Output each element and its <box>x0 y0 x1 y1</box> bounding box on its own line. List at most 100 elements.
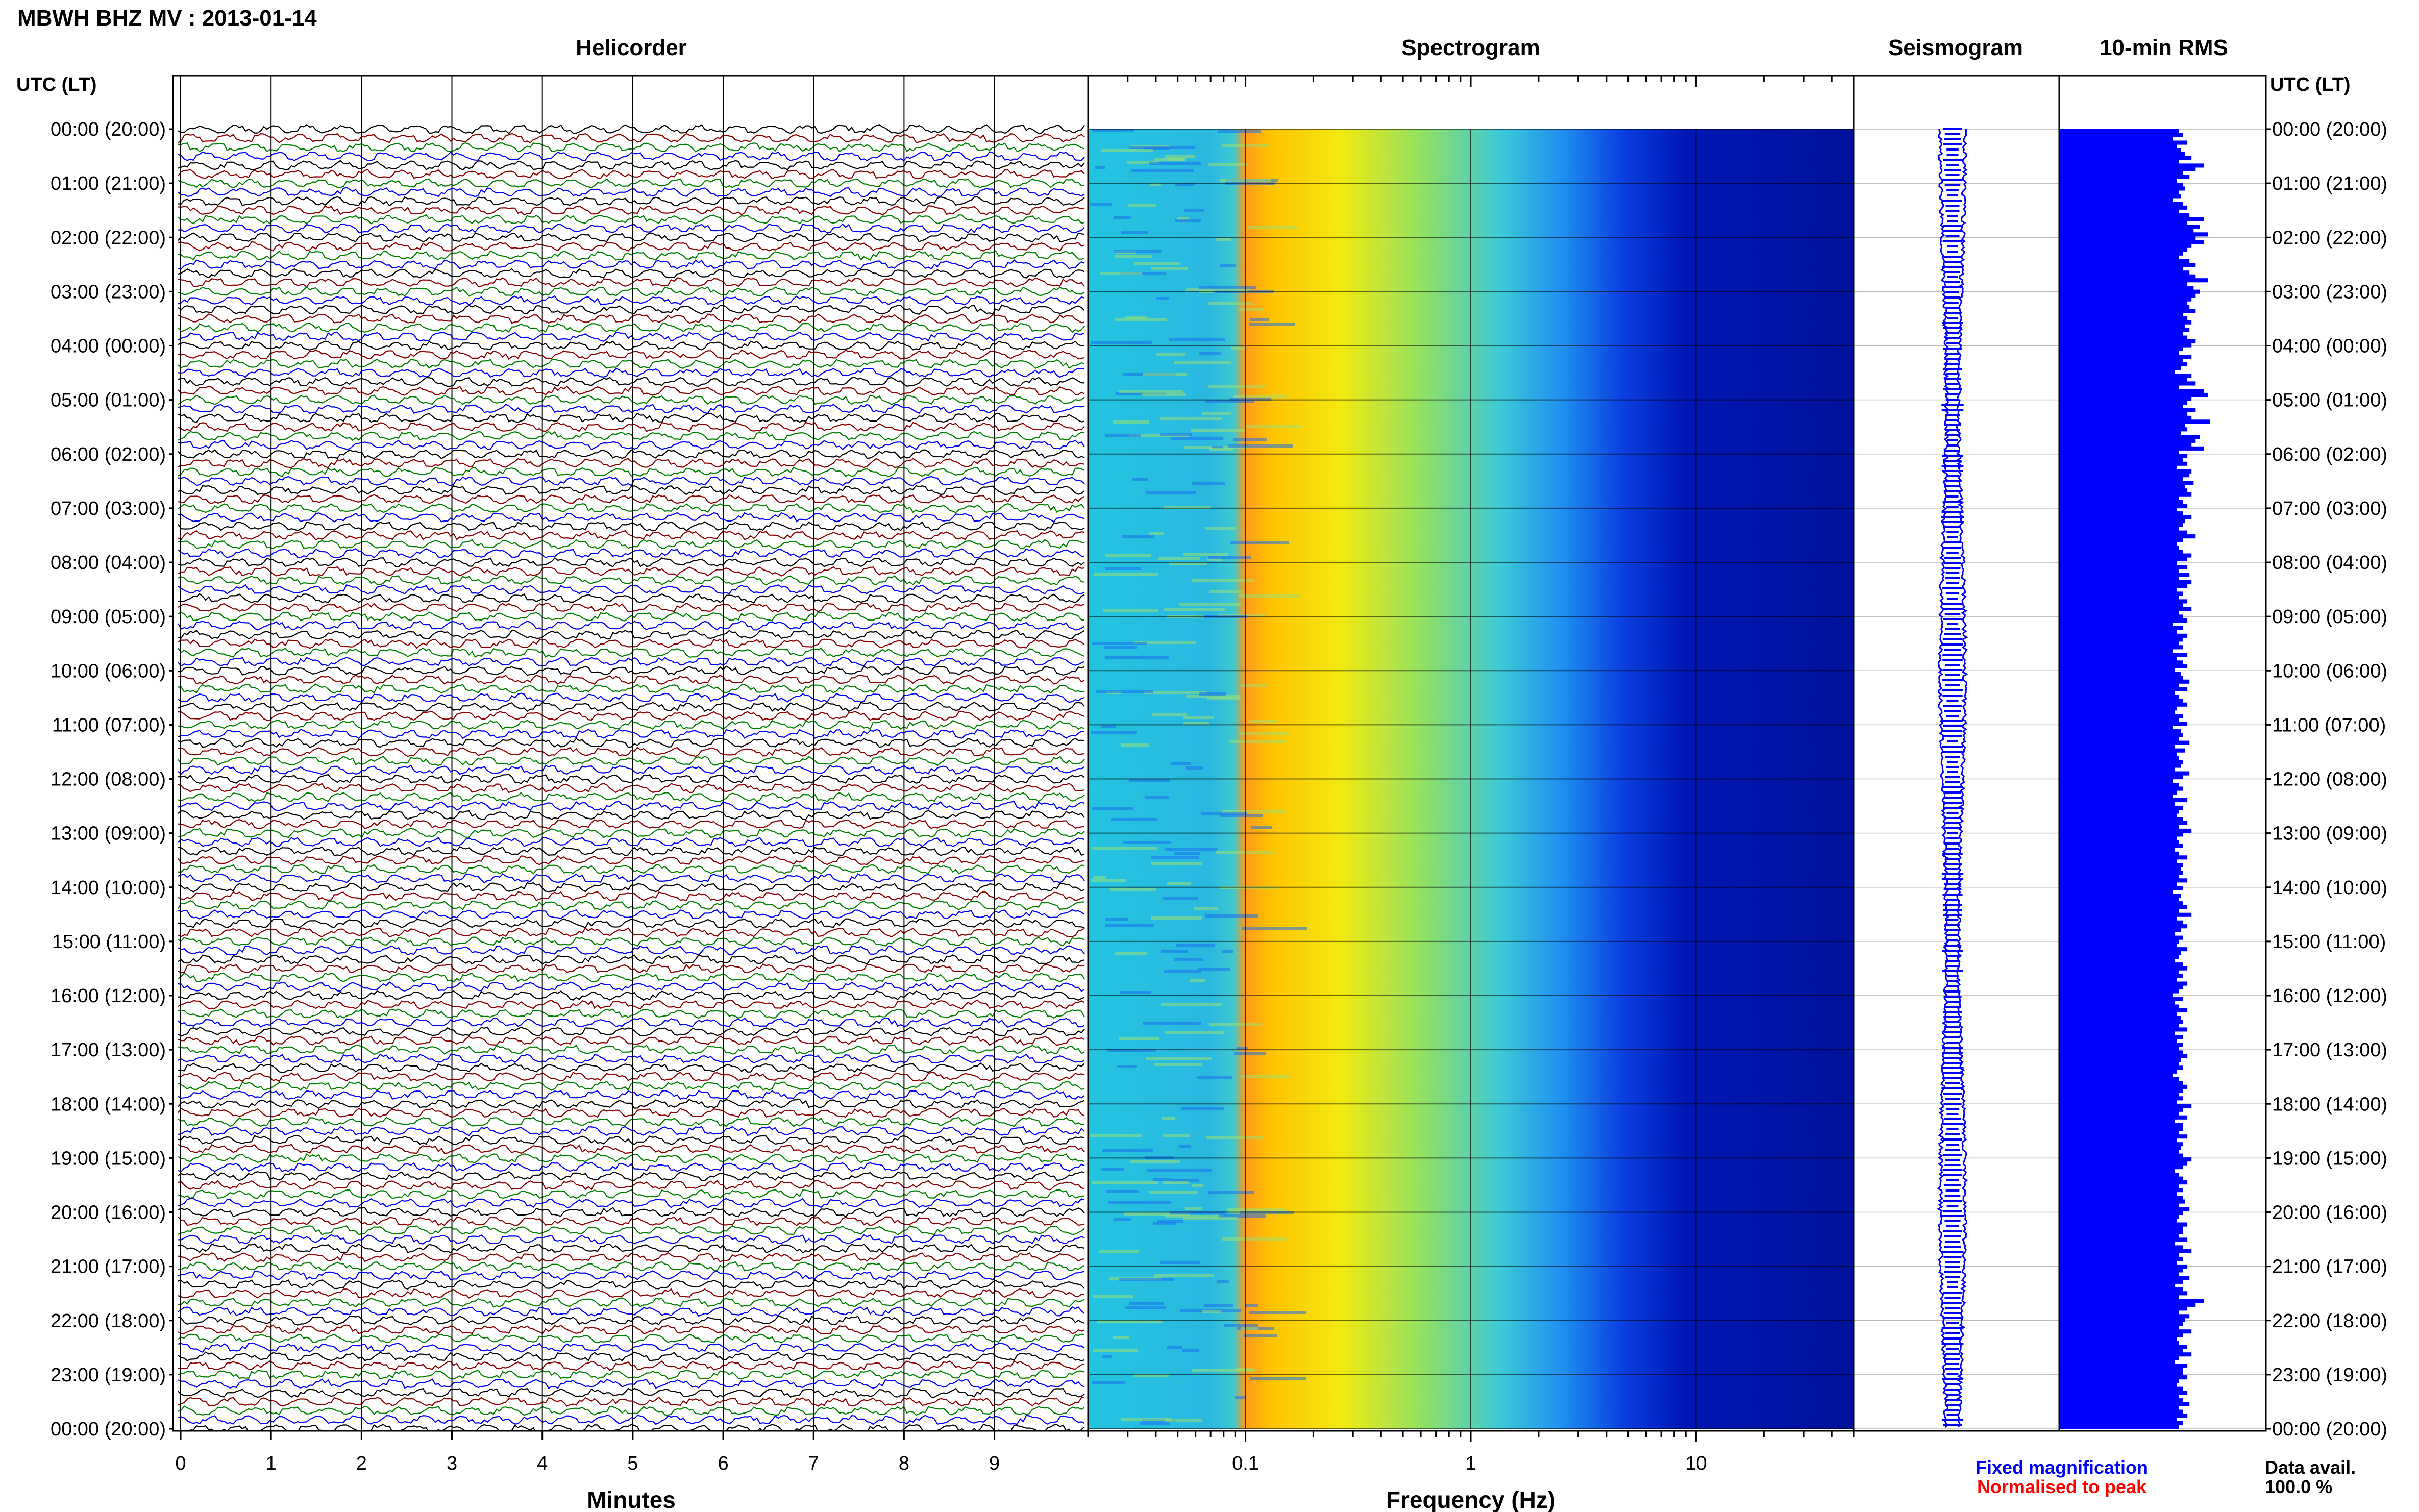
rms-bar <box>2059 1027 2188 1032</box>
spectrogram-streak <box>1127 161 1159 164</box>
helicorder-trace <box>178 1270 1085 1281</box>
spectrogram-streak <box>1091 731 1137 734</box>
rms-bar <box>2059 779 2173 783</box>
minutes-tick-label: 2 <box>356 1453 367 1474</box>
rms-bar <box>2059 400 2188 405</box>
spectrogram-streak <box>1208 556 1251 559</box>
rms-bar <box>2059 981 2188 986</box>
spectrogram-streak <box>1099 1250 1139 1253</box>
rms-bar <box>2059 1061 2179 1066</box>
spectrogram-streak <box>1171 437 1223 440</box>
rms-bar <box>2059 889 2173 894</box>
spectrogram-streak <box>1164 608 1225 611</box>
helicorder-trace <box>178 945 1085 956</box>
spectrogram-streak <box>1163 1134 1190 1137</box>
time-label-right: 18:00 (14:00) <box>2272 1094 2387 1115</box>
rms-bar <box>2059 1233 2179 1238</box>
rms-bar <box>2059 855 2188 860</box>
helicorder-trace <box>178 214 1085 225</box>
rms-bar <box>2059 140 2188 145</box>
rms-bar <box>2059 209 2179 214</box>
time-label-left: 22:00 (18:00) <box>51 1310 166 1332</box>
rms-bar <box>2059 179 2177 183</box>
rms-bar <box>2059 511 2183 516</box>
spectrogram-streak <box>1121 1418 1172 1421</box>
rms-bar <box>2059 1256 2183 1261</box>
rms-bar <box>2059 171 2183 176</box>
helicorder-trace <box>178 1207 1085 1218</box>
spectrogram-streak <box>1097 1320 1163 1323</box>
rms-bar <box>2059 1379 2179 1383</box>
helicorder-trace <box>178 1261 1085 1272</box>
rms-bar <box>2059 775 2183 780</box>
rms-bar <box>2059 1004 2179 1009</box>
rms-bar <box>2059 553 2192 558</box>
time-label-right: 20:00 (16:00) <box>2272 1202 2387 1224</box>
rms-bar <box>2059 733 2183 737</box>
helicorder-trace <box>178 340 1084 351</box>
rms-bar <box>2059 167 2196 171</box>
rms-bar <box>2059 1371 2183 1376</box>
helicorder-trace <box>178 205 1085 216</box>
helicorder-trace <box>178 431 1084 441</box>
rms-bar <box>2059 538 2183 542</box>
spectrogram-streak <box>1149 162 1201 165</box>
time-label-right: 04:00 (00:00) <box>2272 336 2387 357</box>
rms-bar <box>2059 1279 2183 1284</box>
rms-bar <box>2059 580 2192 585</box>
time-label-left: 19:00 (15:00) <box>51 1148 166 1169</box>
spectrogram-streak <box>1105 924 1154 927</box>
rms-bar <box>2059 859 2177 863</box>
helicorder-trace <box>178 557 1085 568</box>
helicorder-trace <box>178 476 1085 487</box>
rms-bar <box>2059 1043 2183 1047</box>
spectrogram-panel <box>1087 75 1855 1432</box>
time-label-right: 22:00 (18:00) <box>2272 1310 2387 1332</box>
rms-bar <box>2059 939 2179 944</box>
rms-bar <box>2059 351 2179 355</box>
spectrogram-streak <box>1220 886 1277 889</box>
time-label-right: 17:00 (13:00) <box>2272 1039 2387 1061</box>
time-label-left: 11:00 (07:00) <box>52 714 166 736</box>
rms-bar <box>2059 481 2194 485</box>
rms-bar <box>2059 1414 2188 1418</box>
spectrogram-streak <box>1101 149 1153 152</box>
spectrogram-streak <box>1222 950 1233 953</box>
spectrogram-streak <box>1154 1063 1202 1066</box>
helicorder-trace <box>178 837 1085 848</box>
rms-bar <box>2059 771 2190 776</box>
rms-bar <box>2059 576 2179 581</box>
helicorder-trace <box>178 404 1085 414</box>
rms-bar <box>2059 573 2190 577</box>
spectrogram-streak <box>1210 590 1243 593</box>
helicorder-trace <box>178 196 1085 207</box>
spectrogram-streak <box>1217 1280 1229 1283</box>
spectrogram-streak <box>1233 438 1267 441</box>
helicorder-trace <box>178 873 1085 884</box>
rms-bar <box>2059 1310 2179 1315</box>
helicorder-trace <box>178 891 1085 902</box>
rms-bar <box>2059 278 2208 283</box>
spectrogram-streak <box>1111 818 1157 821</box>
bottom-axes: 0.1 1 10 <box>1087 76 1855 1474</box>
helicorder-trace <box>178 512 1085 523</box>
spectrogram-streak <box>1120 991 1151 994</box>
spectrogram-streak <box>1207 558 1222 561</box>
helicorder-trace <box>178 1279 1085 1290</box>
rms-bar <box>2059 886 2183 890</box>
rms-bar <box>2059 618 2188 623</box>
spectrogram-streak <box>1119 1037 1159 1040</box>
rms-bar <box>2059 783 2179 787</box>
seismogram-panel <box>1853 75 2060 1432</box>
rms-bar <box>2059 1081 2183 1085</box>
rms-bar <box>2059 152 2185 156</box>
helicorder-trace <box>178 1161 1085 1173</box>
utc-axis-header-left: UTC (LT) <box>16 74 97 95</box>
helicorder-trace <box>178 385 1085 396</box>
helicorder-trace <box>178 178 1085 189</box>
rms-bar <box>2059 1345 2188 1349</box>
spectrogram-streak <box>1103 609 1158 612</box>
rms-bar <box>2059 492 2192 497</box>
rms-bar <box>2059 633 2188 638</box>
spectrogram-streak <box>1164 970 1201 973</box>
